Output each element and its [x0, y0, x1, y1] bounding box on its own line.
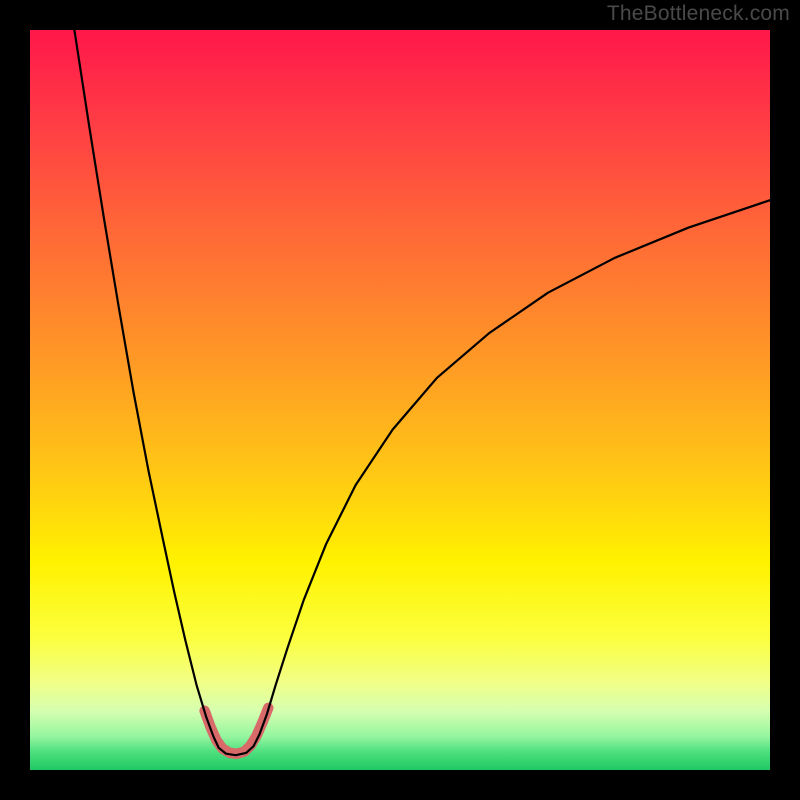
chart-gradient-bg [30, 30, 770, 770]
chart-frame: TheBottleneck.com [0, 0, 800, 800]
bottleneck-chart [0, 0, 800, 800]
watermark-text: TheBottleneck.com [607, 2, 790, 26]
